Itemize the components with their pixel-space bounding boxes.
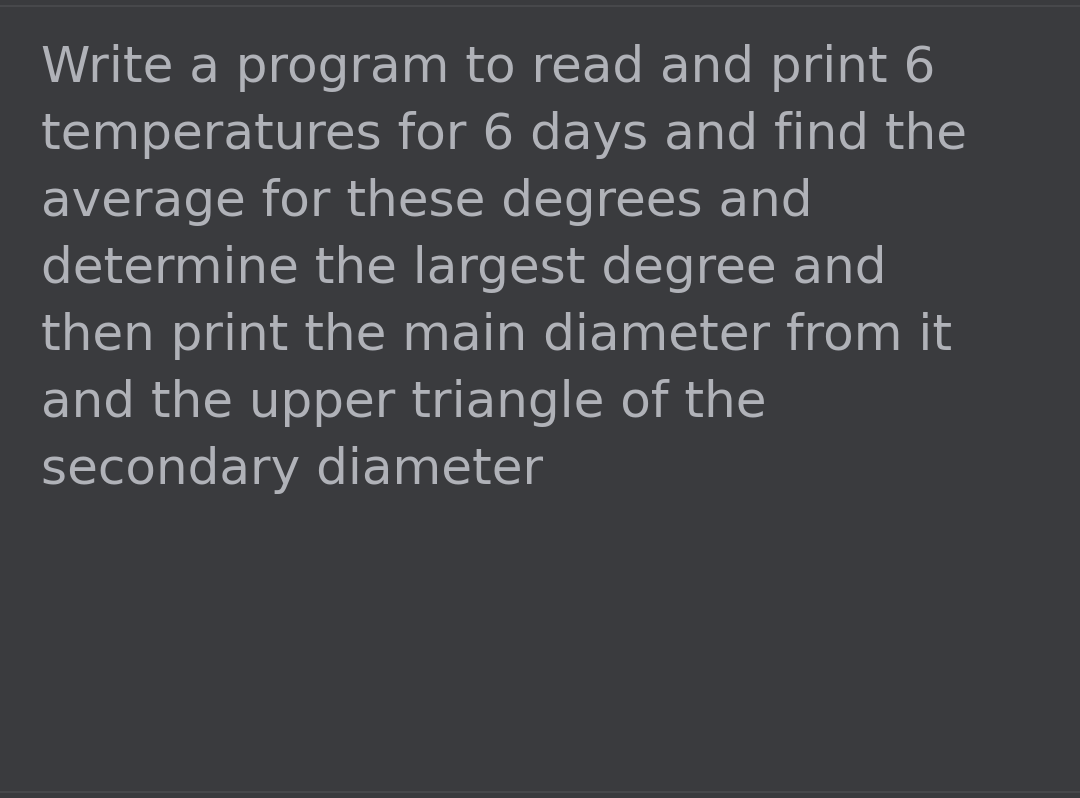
Text: Write a program to read and print 6
temperatures for 6 days and find the
average: Write a program to read and print 6 temp… [41,44,967,494]
